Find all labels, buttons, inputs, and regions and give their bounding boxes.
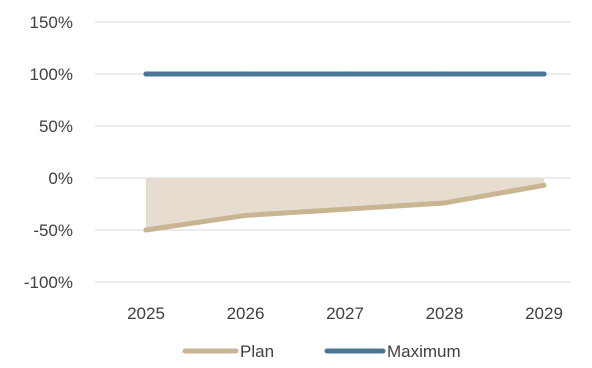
y-tick-label: -50% (33, 221, 73, 240)
plan-data-point (243, 212, 248, 218)
x-tick-label: 2027 (326, 304, 364, 323)
y-axis-ticks: 150% 100% 50% 0% -50% -100% (24, 13, 73, 292)
series-layer (143, 71, 547, 233)
plan-legend-label: Plan (240, 342, 274, 361)
plan-data-point (541, 182, 547, 188)
maximum-legend-label: Maximum (387, 342, 461, 361)
maximum-data-point (442, 71, 447, 77)
x-tick-label: 2029 (525, 304, 563, 323)
maximum-data-point (143, 71, 149, 77)
plan-area-layer (146, 178, 544, 230)
y-tick-label: -100% (24, 273, 73, 292)
plan-area-fill (146, 178, 544, 230)
maximum-data-point (243, 71, 248, 77)
x-axis-ticks: 2025 2026 2027 2028 2029 (127, 304, 563, 323)
maximum-data-point (342, 71, 348, 77)
y-tick-label: 0% (48, 169, 73, 188)
plan-data-point (143, 227, 149, 233)
x-tick-label: 2028 (426, 304, 464, 323)
y-tick-label: 150% (30, 13, 73, 32)
y-tick-label: 100% (30, 65, 73, 84)
legend: Plan Maximum (182, 342, 461, 361)
gridlines (95, 21, 570, 283)
plan-data-point (342, 206, 348, 212)
plan-data-point (442, 200, 447, 206)
maximum-data-point (541, 71, 547, 77)
y-tick-label: 50% (39, 117, 73, 136)
x-tick-label: 2025 (127, 304, 165, 323)
x-tick-label: 2026 (227, 304, 265, 323)
